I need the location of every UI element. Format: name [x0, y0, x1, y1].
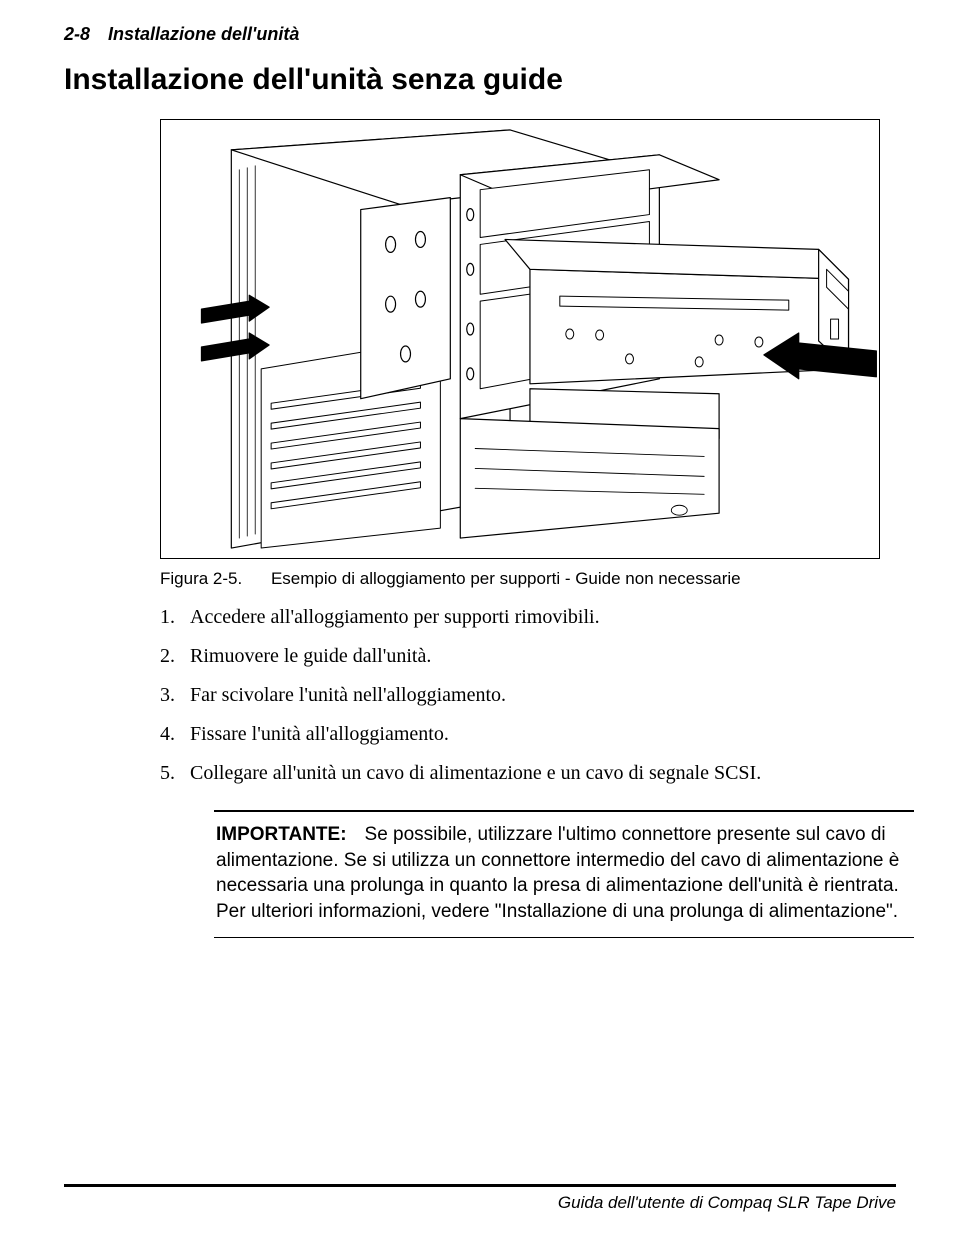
important-note: IMPORTANTE:Se possibile, utilizzare l'ul…	[214, 810, 914, 938]
step-text: Collegare all'unità un cavo di alimentaz…	[190, 759, 880, 788]
footer-text: Guida dell'utente di Compaq SLR Tape Dri…	[64, 1193, 896, 1213]
step-text: Accedere all'alloggiamento per supporti …	[190, 603, 880, 632]
section-title: Installazione dell'unità senza guide	[64, 63, 896, 97]
note-label: IMPORTANTE:	[216, 824, 347, 845]
step-number: 3.	[160, 681, 190, 710]
figure: Figura 2-5. Esempio di alloggiamento per…	[160, 119, 880, 589]
figure-label: Figura 2-5.	[160, 569, 242, 588]
step-list: 1. Accedere all'alloggiamento per suppor…	[160, 603, 880, 788]
list-item: 4. Fissare l'unità all'alloggiamento.	[160, 720, 880, 749]
step-number: 4.	[160, 720, 190, 749]
step-text: Far scivolare l'unità nell'alloggiamento…	[190, 681, 880, 710]
step-number: 2.	[160, 642, 190, 671]
step-number: 5.	[160, 759, 190, 788]
list-item: 2. Rimuovere le guide dall'unità.	[160, 642, 880, 671]
running-header: 2-8 Installazione dell'unità	[64, 24, 896, 45]
figure-illustration	[160, 119, 880, 559]
chapter-title: Installazione dell'unità	[108, 24, 299, 45]
step-text: Rimuovere le guide dall'unità.	[190, 642, 880, 671]
figure-caption-text: Esempio di alloggiamento per supporti - …	[271, 569, 741, 588]
page-footer: Guida dell'utente di Compaq SLR Tape Dri…	[64, 1184, 896, 1213]
page: 2-8 Installazione dell'unità Installazio…	[0, 0, 960, 1249]
list-item: 1. Accedere all'alloggiamento per suppor…	[160, 603, 880, 632]
list-item: 5. Collegare all'unità un cavo di alimen…	[160, 759, 880, 788]
step-text: Fissare l'unità all'alloggiamento.	[190, 720, 880, 749]
list-item: 3. Far scivolare l'unità nell'alloggiame…	[160, 681, 880, 710]
figure-caption: Figura 2-5. Esempio di alloggiamento per…	[160, 569, 880, 589]
page-number: 2-8	[64, 24, 90, 45]
footer-rule	[64, 1184, 896, 1187]
step-number: 1.	[160, 603, 190, 632]
